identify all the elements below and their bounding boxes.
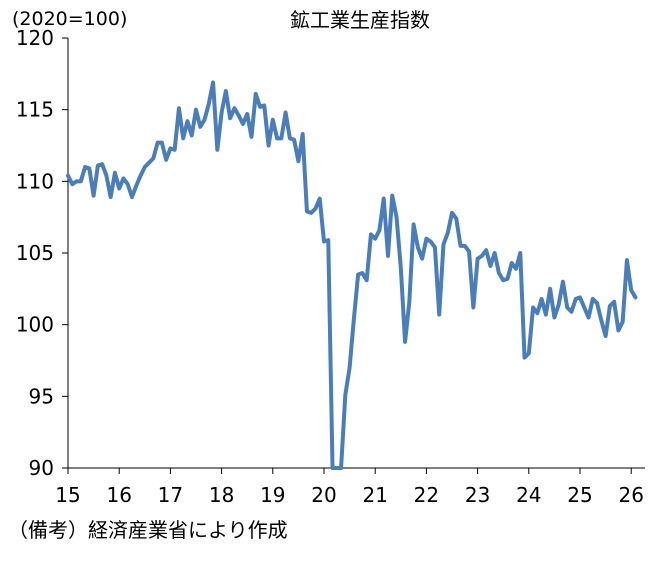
source-note: （備考）経済産業省により作成 [8, 518, 288, 542]
series-line [66, 80, 638, 470]
x-axis-tick-labels: 15 16 17 18 19 20 21 22 23 24 25 26 [55, 468, 644, 507]
x-tick-label: 20 [311, 483, 336, 507]
x-tick-label: 21 [362, 483, 387, 507]
x-tick-label: 15 [55, 483, 80, 507]
x-tick-label: 18 [209, 483, 234, 507]
y-axis-tick-labels: 90 95 100 105 110 115 120 [16, 26, 68, 480]
y-tick-label: 120 [16, 26, 54, 50]
x-tick-label: 16 [106, 483, 131, 507]
x-tick-label: 23 [465, 483, 490, 507]
x-tick-label: 25 [567, 483, 592, 507]
y-tick-label: 105 [16, 241, 54, 265]
chart-title: 鉱工業生産指数 [290, 8, 430, 32]
y-tick-label: 115 [16, 98, 54, 122]
x-tick-label: 19 [260, 483, 285, 507]
chart-axes [67, 38, 645, 469]
x-tick-label: 26 [618, 483, 643, 507]
y-tick-label: 90 [29, 456, 54, 480]
x-tick-label: 22 [414, 483, 439, 507]
chart-series [66, 80, 638, 470]
y-tick-label: 95 [29, 384, 54, 408]
x-tick-label: 24 [516, 483, 541, 507]
y-tick-label: 110 [16, 169, 54, 193]
x-tick-label: 17 [158, 483, 183, 507]
y-axis-unit-label: (2020=100) [12, 8, 128, 30]
y-tick-label: 100 [16, 313, 54, 337]
